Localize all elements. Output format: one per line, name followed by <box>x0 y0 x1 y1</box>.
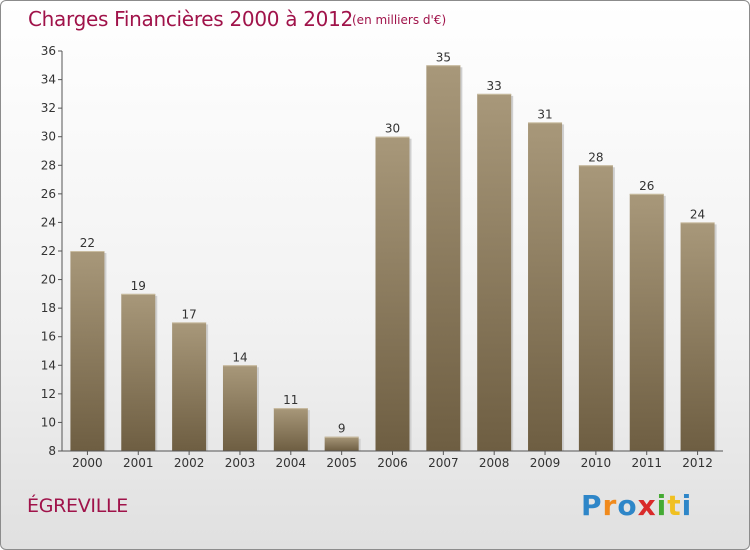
data-label: 26 <box>639 179 654 193</box>
data-label: 30 <box>385 122 400 136</box>
y-tick-label: 16 <box>41 330 56 344</box>
bar <box>528 122 563 451</box>
logo-letter: P <box>581 489 603 522</box>
y-tick-label: 26 <box>41 187 56 201</box>
y-tick-label: 14 <box>41 358 56 372</box>
data-label: 9 <box>338 422 346 436</box>
x-tick-label: 2008 <box>479 456 510 470</box>
bar <box>680 222 715 451</box>
x-tick-label: 2012 <box>682 456 713 470</box>
bar <box>172 322 207 451</box>
bar <box>222 365 257 451</box>
proxiti-logo: Proxiti <box>581 489 692 522</box>
data-label: 24 <box>690 207 705 221</box>
y-tick-label: 18 <box>41 301 56 315</box>
data-label: 11 <box>283 393 298 407</box>
chart-subtitle: (en milliers d'€) <box>352 13 447 27</box>
x-tick-label: 2002 <box>174 456 205 470</box>
x-tick-label: 2007 <box>428 456 459 470</box>
x-tick-label: 2011 <box>631 456 662 470</box>
logo-letter: i <box>656 489 668 522</box>
y-tick-label: 8 <box>48 444 56 458</box>
x-tick-label: 2005 <box>326 456 357 470</box>
data-label: 28 <box>588 150 603 164</box>
y-tick-label: 28 <box>41 158 56 172</box>
bar <box>426 65 461 452</box>
bars: 22 19 17 14 11 9 30 35 33 31 28 26 24 <box>70 50 717 452</box>
data-label: 35 <box>436 50 451 64</box>
data-label: 31 <box>537 107 552 121</box>
y-axis: 8 10 12 14 16 18 20 22 24 26 28 30 32 34 36 <box>41 44 63 458</box>
logo-letter: x <box>637 489 657 522</box>
bar <box>70 251 105 451</box>
x-tick-label: 2006 <box>377 456 408 470</box>
x-tick-label: 2001 <box>123 456 154 470</box>
bar <box>324 436 359 451</box>
bar <box>477 93 512 451</box>
bar <box>375 136 410 451</box>
x-tick-label: 2000 <box>72 456 103 470</box>
logo-letter: o <box>617 489 638 522</box>
data-label: 22 <box>80 236 95 250</box>
y-tick-label: 20 <box>41 273 56 287</box>
data-label: 17 <box>181 307 196 321</box>
commune-name: ÉGREVILLE <box>27 495 129 517</box>
y-tick-label: 12 <box>41 387 56 401</box>
x-tick-label: 2010 <box>581 456 612 470</box>
chart-title: Charges Financières 2000 à 2012 <box>28 7 353 31</box>
logo-letter: r <box>602 489 618 522</box>
data-label: 33 <box>487 79 502 93</box>
y-tick-label: 34 <box>41 73 56 87</box>
logo-letter: t <box>667 489 682 522</box>
data-label: 14 <box>232 350 247 364</box>
y-tick-label: 24 <box>41 215 56 229</box>
data-label: 19 <box>131 279 146 293</box>
y-tick-label: 22 <box>41 244 56 258</box>
bar <box>121 293 156 451</box>
logo-letter: i <box>681 489 693 522</box>
x-tick-label: 2003 <box>225 456 256 470</box>
y-tick-label: 36 <box>41 44 56 58</box>
y-tick-label: 30 <box>41 130 56 144</box>
bar <box>273 408 308 451</box>
bar <box>578 165 613 452</box>
bar <box>629 193 664 451</box>
y-tick-label: 32 <box>41 101 56 115</box>
x-axis: 2000 2001 2002 2003 2004 2005 2006 2007 2008 2009… <box>62 450 723 470</box>
x-tick-label: 2009 <box>530 456 561 470</box>
x-tick-label: 2004 <box>276 456 307 470</box>
y-tick-label: 10 <box>41 415 56 429</box>
